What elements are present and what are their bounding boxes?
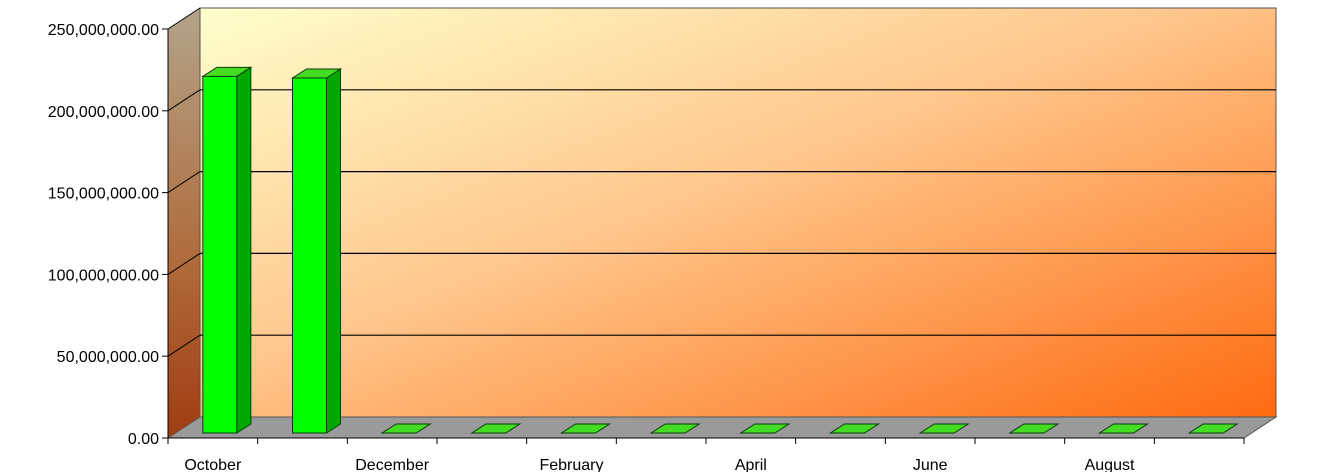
wall-gridline <box>167 252 201 275</box>
bar <box>470 423 522 434</box>
x-tick-label: February <box>539 457 603 472</box>
bar-top <box>649 423 701 434</box>
bar-top <box>1097 423 1150 434</box>
y-tick-label: 150,000,000.00 <box>48 186 159 203</box>
bar-face <box>202 75 238 434</box>
wall-gridline <box>167 7 201 30</box>
bar-face <box>292 77 327 434</box>
bar-top <box>828 423 881 434</box>
left-wall <box>168 8 200 438</box>
bar <box>1187 423 1239 434</box>
x-tick-label: April <box>735 457 767 472</box>
bar-top <box>470 423 522 434</box>
y-tick-label: 100,000,000.00 <box>48 267 159 284</box>
bar <box>1097 423 1150 434</box>
bar-top <box>201 66 253 77</box>
x-tick-label: June <box>913 457 948 472</box>
bar-top <box>1008 423 1060 434</box>
wall-gridline <box>167 89 201 112</box>
bar <box>380 423 432 434</box>
bar-side <box>236 66 252 434</box>
wall-gridline <box>167 334 201 357</box>
bar <box>559 423 612 434</box>
bar <box>649 423 701 434</box>
plot-background <box>199 7 1277 418</box>
bar-top <box>290 68 343 79</box>
y-tick-label: 0.00 <box>128 431 159 448</box>
bar <box>739 423 791 434</box>
bar-top <box>559 423 612 434</box>
bar <box>290 68 343 434</box>
bar-top <box>918 423 970 434</box>
bar-top <box>739 423 791 434</box>
y-tick-label: 200,000,000.00 <box>48 104 159 121</box>
bar <box>828 423 881 434</box>
x-tick-label: October <box>184 457 242 472</box>
x-tick-label: August <box>1085 457 1135 472</box>
wall-gridline <box>167 171 201 194</box>
y-tick-label: 50,000,000.00 <box>57 349 159 366</box>
bar-side <box>326 68 341 434</box>
y-tick-label: 250,000,000.00 <box>48 22 159 39</box>
bar-top <box>1187 423 1239 434</box>
bar-top <box>380 423 432 434</box>
bar <box>201 66 253 434</box>
x-tick-label: December <box>355 457 429 472</box>
bar <box>918 423 970 434</box>
bar <box>1008 423 1060 434</box>
